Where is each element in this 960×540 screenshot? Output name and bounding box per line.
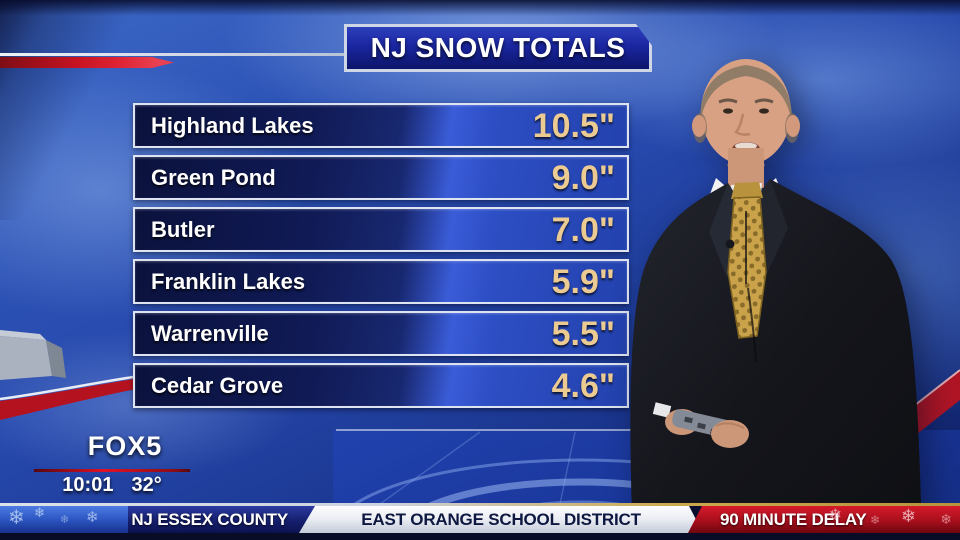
- time-temp-display: 10:01 32°: [34, 474, 190, 497]
- table-row: Green Pond 9.0": [133, 155, 629, 200]
- ticker-district-label: EAST ORANGE SCHOOL DISTRICT: [361, 509, 641, 529]
- header-trim-line: [0, 53, 348, 56]
- ticker-county-section: NJ ESSEX COUNTY: [128, 506, 316, 533]
- temperature-readout: 32°: [131, 474, 162, 496]
- snowflake-icon: ❄: [86, 509, 99, 526]
- amount-value: 9.0": [551, 158, 615, 197]
- headline-banner: NJ SNOW TOTALS: [344, 24, 652, 72]
- amount-value: 5.9": [551, 262, 615, 301]
- suit-jacket: [630, 179, 922, 540]
- location-label: Green Pond: [151, 164, 276, 190]
- location-label: Cedar Grove: [151, 372, 284, 398]
- location-label: Warrenville: [151, 320, 269, 346]
- ticker-top-trim: [0, 503, 960, 506]
- snowflake-icon: ❄: [940, 511, 952, 527]
- clock-time: 10:01: [62, 474, 114, 496]
- station-logo: FOX5: [87, 431, 163, 461]
- ticker-county-label: NJ ESSEX COUNTY: [131, 509, 288, 529]
- lapel-mic: [725, 239, 735, 249]
- table-row: Butler 7.0": [133, 207, 629, 252]
- location-label: Franklin Lakes: [151, 268, 306, 294]
- bottom-letterbox-band: [0, 533, 960, 540]
- anchor-neck: [728, 148, 764, 188]
- amount-value: 4.6": [551, 366, 615, 405]
- ticker-district-section: EAST ORANGE SCHOOL DISTRICT: [299, 506, 703, 533]
- snowflake-icon: ❄: [34, 506, 45, 520]
- weather-anchor: [630, 59, 922, 540]
- amount-value: 7.0": [551, 210, 615, 249]
- closings-ticker: ❄ ❄ ❄ ❄ NJ ESSEX COUNTY EAST ORANGE SCHO…: [0, 503, 960, 533]
- snowflake-icon: ❄: [8, 507, 25, 529]
- location-label: Butler: [151, 216, 215, 242]
- table-row: Cedar Grove 4.6": [133, 363, 629, 408]
- snowflake-icon: ❄: [60, 514, 70, 526]
- snow-totals-table: Highland Lakes 10.5" Green Pond 9.0" But…: [133, 103, 629, 415]
- header-red-wedge: [0, 57, 174, 68]
- ticker-status-section: 90 MINUTE DELAY ❄ ❄ ❄ ❄: [688, 506, 960, 533]
- location-label: Highland Lakes: [151, 112, 314, 138]
- studio-desk-blocks: [0, 330, 66, 380]
- table-row: Highland Lakes 10.5": [133, 103, 629, 148]
- ticker-body: ❄ ❄ ❄ ❄ NJ ESSEX COUNTY EAST ORANGE SCHO…: [0, 506, 960, 533]
- snowflake-icon: ❄: [900, 506, 916, 526]
- logo-divider-line: [34, 469, 190, 472]
- hands-remote: [652, 402, 749, 448]
- amount-value: 10.5": [532, 106, 615, 145]
- headline-title: NJ SNOW TOTALS: [370, 32, 626, 63]
- table-row: Franklin Lakes 5.9": [133, 259, 629, 304]
- amount-value: 5.5": [551, 314, 615, 353]
- backdrop-shading: [0, 0, 960, 16]
- snowflake-icon: ❄: [869, 513, 880, 527]
- ticker-status-label: 90 MINUTE DELAY: [720, 509, 867, 529]
- table-row: Warrenville 5.5": [133, 311, 629, 356]
